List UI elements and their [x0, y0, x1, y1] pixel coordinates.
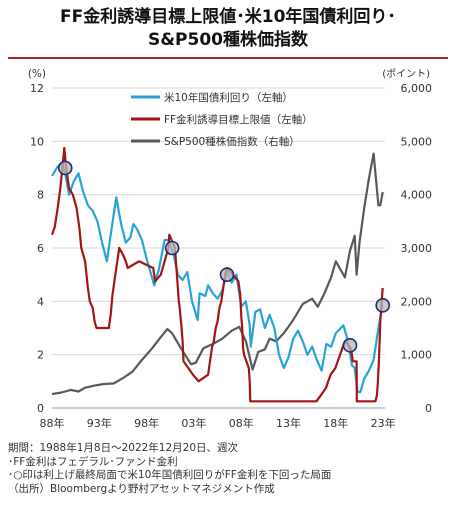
chart-title: FF金利誘導目標上限値･米10年国債利回り･ S&P500種株価指数	[0, 6, 456, 52]
left-axis-ticks: 0 2 4 6 8 10 12	[30, 82, 44, 415]
note-markers: ･○印は利上げ最終局面で米10年国債利回りがFF金利を下回った局面	[8, 469, 332, 481]
note-period: 期間：1988年1月8日～2022年12月20日、週次	[8, 442, 239, 454]
crossover-marker	[219, 267, 235, 282]
right-axis-unit: (ポイント)	[382, 68, 430, 80]
right-tick-label: 5,000	[401, 135, 433, 148]
markers	[57, 160, 391, 353]
x-axis-ticks: 88年 93年 98年 03年 08年 13年 18年 23年	[40, 416, 396, 430]
x-tick-label: 13年	[276, 416, 301, 430]
crossover-marker	[164, 240, 180, 256]
title-underline	[8, 57, 448, 59]
left-axis-unit: (%)	[28, 68, 46, 80]
gridlines	[52, 87, 385, 409]
ff-rate-line	[50, 146, 384, 403]
left-tick-label: 4	[37, 295, 44, 308]
crossover-marker	[342, 338, 358, 353]
note-ff-rate: ･FF金利はフェデラル･ファンド金利	[8, 455, 178, 468]
x-tick-label: 98年	[134, 416, 159, 430]
yield-line	[51, 161, 384, 394]
right-axis-ticks: 0 1,000 2,000 3,000 4,000 5,000 6,000	[401, 82, 433, 415]
legend-label-sp500: S&P500種株価指数（右軸）	[164, 135, 300, 148]
x-tick-label: 18年	[323, 416, 348, 430]
right-tick-label: 1,000	[401, 349, 433, 362]
left-tick-label: 6	[37, 242, 44, 255]
legend: 米10年国債利回り（左軸） FF金利誘導目標上限値（左軸） S&P500種株価指…	[131, 91, 313, 148]
footnotes: 期間：1988年1月8日～2022年12月20日、週次 ･FF金利はフェデラル･…	[8, 442, 452, 496]
right-tick-label: 3,000	[401, 242, 433, 255]
right-tick-label: 4,000	[401, 189, 433, 202]
x-tick-label: 03年	[181, 416, 206, 430]
crossover-marker	[57, 160, 73, 176]
left-tick-label: 8	[37, 189, 44, 202]
left-tick-label: 12	[30, 82, 44, 95]
right-tick-label: 6,000	[401, 82, 433, 95]
x-tick-label: 88年	[40, 416, 65, 430]
series-lines	[50, 146, 384, 403]
left-tick-label: 10	[30, 135, 44, 148]
left-tick-label: 0	[37, 402, 44, 415]
chart-title-line-1: FF金利誘導目標上限値･米10年国債利回り･	[60, 7, 396, 27]
right-tick-label: 0	[425, 402, 432, 415]
crossover-marker	[375, 298, 391, 313]
x-tick-label: 08年	[229, 416, 254, 430]
x-tick-label: 93年	[87, 416, 112, 430]
right-tick-label: 2,000	[401, 295, 433, 308]
legend-label-ff: FF金利誘導目標上限値（左軸）	[164, 113, 313, 126]
chart-title-line-2: S&P500種株価指数	[147, 30, 308, 50]
x-tick-label: 23年	[371, 416, 396, 430]
left-tick-label: 2	[37, 349, 44, 362]
note-source: （出所）Bloombergより野村アセットマネジメント作成	[8, 482, 275, 495]
line-chart: (%) (ポイント) 0 2 4 6 8 10 12 0 1,000 2,000 3,000 4,0…	[28, 68, 433, 430]
legend-label-yield: 米10年国債利回り（左軸）	[164, 91, 293, 104]
sp500-line	[51, 152, 384, 396]
